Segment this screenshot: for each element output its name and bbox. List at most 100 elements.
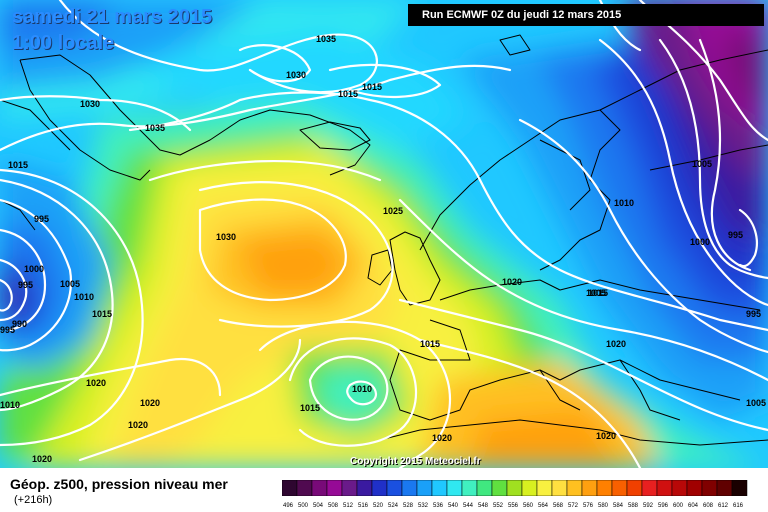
color-scale-label: 548 — [478, 503, 489, 509]
color-scale-label: 560 — [523, 503, 534, 509]
isobar-label: 1020 — [432, 433, 452, 443]
isobar-label: 1015 — [420, 339, 440, 349]
color-scale-label: 568 — [553, 503, 564, 509]
isobar-label: 1020 — [32, 454, 52, 464]
color-scale-label: 576 — [583, 503, 594, 509]
isobar-label: 995 — [18, 280, 33, 290]
lead-time: (+216h) — [14, 494, 53, 506]
isobar-label: 1015 — [362, 82, 382, 92]
color-scale-swatch — [371, 480, 388, 496]
color-scale-label: 572 — [568, 503, 579, 509]
color-scale-swatch — [416, 480, 433, 496]
isobar-label: 1020 — [502, 277, 522, 287]
color-scale-swatch — [686, 480, 703, 496]
color-scale-swatch — [566, 480, 583, 496]
isobar-label: 1010 — [352, 384, 372, 394]
color-scale-swatch — [536, 480, 553, 496]
color-scale-label: 540 — [448, 503, 459, 509]
color-scale-label: 608 — [703, 503, 714, 509]
color-scale-swatch — [491, 480, 508, 496]
isobar-label: 995 — [0, 325, 15, 335]
color-scale-swatch — [656, 480, 673, 496]
isobar-label: 1020 — [606, 339, 626, 349]
isobar-label: 1020 — [596, 431, 616, 441]
color-scale-swatch — [311, 480, 328, 496]
color-scale-swatch — [626, 480, 643, 496]
isobar-label: 1005 — [692, 159, 712, 169]
isobar-label: 1010 — [0, 400, 20, 410]
isobar-label: 1030 — [286, 70, 306, 80]
geopotential-map: 1035 1030 1015 1015 1030 1035 1015 995 1… — [0, 0, 768, 468]
isobars — [0, 0, 768, 468]
color-scale-label: 536 — [433, 503, 444, 509]
color-scale-label: 588 — [628, 503, 639, 509]
isobar-label: 1000 — [24, 264, 44, 274]
color-scale-label: 512 — [343, 503, 354, 509]
isobar-label: 1020 — [128, 420, 148, 430]
isobar-label: 1005 — [746, 398, 766, 408]
map-canvas: 1035 1030 1015 1015 1030 1035 1015 995 1… — [0, 0, 768, 468]
isobar-label: 1005 — [586, 288, 606, 298]
color-scale-label: 580 — [598, 503, 609, 509]
color-scale-swatch — [356, 480, 373, 496]
color-scale-label: 556 — [508, 503, 519, 509]
isobar-label: 1015 — [338, 89, 358, 99]
color-scale-swatch — [551, 480, 568, 496]
isobar-label: 1035 — [145, 123, 165, 133]
color-scale-swatch — [716, 480, 733, 496]
color-scale-label: 592 — [643, 503, 654, 509]
color-scale-label: 564 — [538, 503, 549, 509]
isobar-label: 1025 — [383, 206, 403, 216]
isobar-label: 1010 — [614, 198, 634, 208]
isobar-label: 990 — [12, 319, 27, 329]
isobar-label: 1015 — [588, 288, 608, 298]
color-scale-swatch — [641, 480, 658, 496]
color-scale-swatch — [341, 480, 358, 496]
isobar-label: 1020 — [86, 378, 106, 388]
isobar-label: 995 — [746, 309, 761, 319]
color-scale-label: 528 — [403, 503, 414, 509]
model-run-info: Run ECMWF 0Z du jeudi 12 mars 2015 — [408, 4, 764, 26]
isobar-label: 995 — [34, 214, 49, 224]
color-scale-swatch — [386, 480, 403, 496]
color-scale-label: 552 — [493, 503, 504, 509]
color-scale-swatch — [326, 480, 343, 496]
color-scale-label: 516 — [358, 503, 369, 509]
color-scale-swatch — [282, 480, 298, 496]
color-scale-label: 584 — [613, 503, 624, 509]
color-scale-swatch — [431, 480, 448, 496]
isobar-label: 1015 — [8, 160, 28, 170]
color-scale-label: 504 — [313, 503, 324, 509]
field-title: Géop. z500, pression niveau mer — [10, 476, 228, 492]
isobar-label: 1010 — [74, 292, 94, 302]
color-scale-swatch — [296, 480, 313, 496]
color-scale-swatch — [581, 480, 598, 496]
color-scale-label: 612 — [718, 503, 729, 509]
forecast-local-time: 1:00 locale — [12, 32, 115, 54]
color-scale-label: 496 — [283, 503, 294, 509]
isobar-label: 995 — [728, 230, 743, 240]
color-scale-label: 520 — [373, 503, 384, 509]
color-scale-label: 508 — [328, 503, 339, 509]
isobar-label: 1000 — [690, 237, 710, 247]
isobar-label: 1005 — [60, 279, 80, 289]
color-scale-label: 600 — [673, 503, 684, 509]
isobar-label: 1015 — [300, 403, 320, 413]
isobar-label: 1030 — [216, 232, 236, 242]
color-scale-label: 500 — [298, 503, 309, 509]
color-scale-swatch — [701, 480, 718, 496]
pressure-labels: 1035 1030 1015 1015 1030 1035 1015 995 1… — [0, 34, 766, 464]
isobar-label: 1035 — [316, 34, 336, 44]
color-scale-label: 524 — [388, 503, 399, 509]
color-scale-swatch — [671, 480, 688, 496]
color-scale-swatch — [506, 480, 523, 496]
color-scale-swatch — [401, 480, 418, 496]
forecast-date: samedi 21 mars 2015 — [12, 6, 213, 28]
color-scale-label: 616 — [733, 503, 744, 509]
copyright-notice: Copyright 2015 Meteociel.fr — [350, 456, 481, 467]
color-scale-labels: 496 500 504 508 512 516 520 524 528 532 536 540 544 5… — [283, 503, 744, 509]
geopotential-field — [0, 0, 768, 468]
isobar-label: 1020 — [140, 398, 160, 408]
color-scale-swatch — [521, 480, 538, 496]
